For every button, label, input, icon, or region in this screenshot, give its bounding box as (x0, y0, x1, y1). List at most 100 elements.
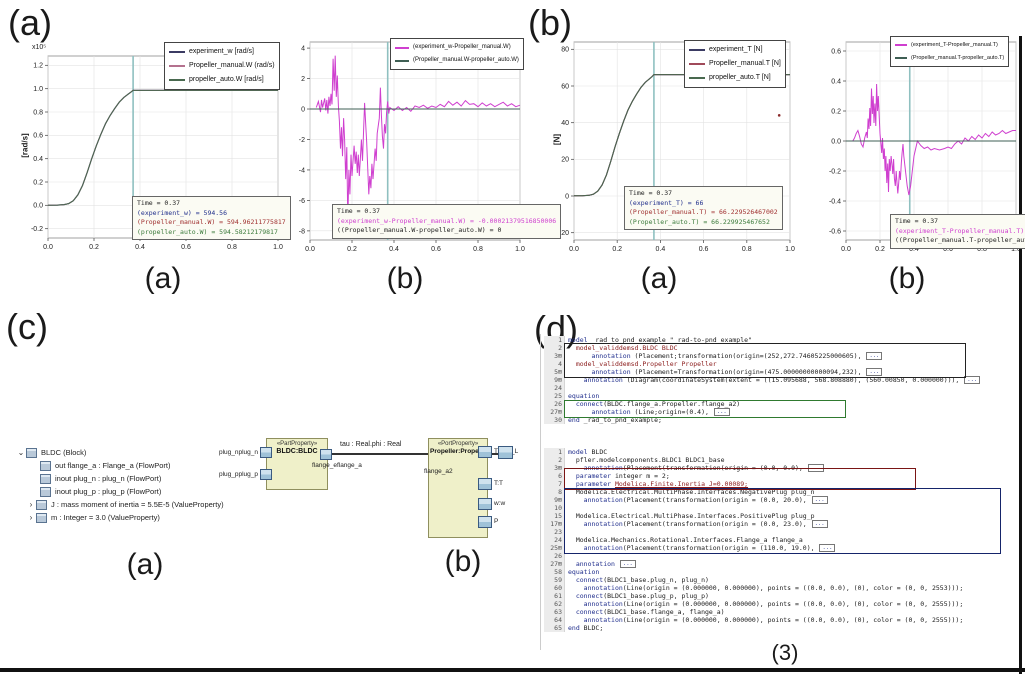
code-line: 6 parameter integer m = 2; (544, 472, 1025, 480)
line-number: 26 (544, 400, 565, 408)
chart-legend: (experiment_w-Propeller_manual.W) (Propel… (390, 38, 524, 70)
line-number: 17⊞ (544, 520, 565, 528)
code-line: 1 model _rad_to_pnd_example " rad-to-pnd … (544, 336, 1025, 344)
code-text: (BLDC.flange_a.Propeller.flange_a2) (603, 400, 741, 408)
property-icon (40, 473, 51, 484)
chart-legend: experiment_T [N] Propeller_manual.T [N] pr… (684, 40, 786, 88)
collapsed-annotation-chip: ... (807, 464, 824, 472)
legend-line-swatch (689, 77, 705, 79)
legend-label: Propeller_manual.T [N] (709, 60, 781, 67)
svg-text:0.0: 0.0 (33, 203, 43, 210)
code-line: 27⊞ annotation (Line;origin=(0.4), ... (544, 408, 1025, 416)
bldc-port-plug-n (260, 447, 272, 458)
code-line: 30 end _rad_to_pnd_example; (544, 416, 1025, 424)
block-icon (26, 447, 37, 458)
svg-text:1.0: 1.0 (33, 86, 43, 93)
code-text (568, 584, 584, 592)
code-line: 59 connect (BLDC1_base.plug_n, plug_n) (544, 576, 1025, 584)
code-text: parameter (575, 472, 612, 480)
collapsed-annotation-chip: ... (713, 408, 730, 416)
w-comparison-chart: 0.0 0.2 0.4 0.6 0.8 1.0 1.2 1.0 0.8 0.6 0.4 0.2 0.0 -… (14, 40, 291, 264)
svg-text:0.2: 0.2 (347, 246, 357, 253)
svg-text:0.6: 0.6 (431, 246, 441, 253)
code-line: 5⊞ annotation (Placement=Transformation(… (544, 368, 1025, 376)
code-line: 26 (544, 552, 1025, 560)
svg-text:40: 40 (561, 120, 569, 127)
svg-text:-0.4: -0.4 (829, 198, 841, 205)
svg-text:0.4: 0.4 (33, 156, 43, 163)
propeller-port-flange-a2 (498, 446, 513, 459)
code-text: (Placement(transformation(origin = (0.0,… (622, 520, 811, 528)
tree-item-label: m : Integer = 3.0 (ValueProperty) (51, 513, 160, 522)
legend-item: (Propeller_manual.W-propeller_auto.W) (395, 54, 519, 67)
legend-item: (Propeller_manual.T-propeller_auto.T) (895, 52, 1004, 65)
legend-line-swatch (395, 46, 409, 49)
code-text: connect (575, 608, 604, 616)
code-text (568, 600, 584, 608)
line-number: 63 (544, 608, 565, 616)
code-text: (BLDC1_base.plug_n, plug_n) (603, 576, 709, 584)
tree-item-label: inout plug_n : plug_n (FlowPort) (55, 474, 162, 483)
svg-text:0.6: 0.6 (943, 246, 953, 253)
model-tree: ⌄ BLDC (Block) out flange_a : Flange_a (Fl… (16, 446, 266, 524)
code-text: BLDC; (579, 624, 604, 632)
collapsed-annotation-chip: ... (619, 560, 636, 568)
code-text: annotation (583, 584, 623, 592)
code-text: (BLDC1_base.flange_a, flange_a) (603, 608, 725, 616)
svg-text:0.4: 0.4 (831, 78, 841, 85)
tooltip-line: (experiment_T) = 66 (629, 198, 704, 207)
code-text (568, 576, 576, 584)
code-line: 61 connect (BLDC1_base.plug_p, plug_p) (544, 592, 1025, 600)
code-text: Modelica.Finite.Inertia J=0.00089; (614, 480, 749, 488)
label-flange-a2: flange_a2 (424, 468, 453, 475)
line-number: 1 (544, 336, 565, 344)
line-number: 8 (544, 488, 565, 496)
code-text: (Line(origin = (0.000000, 0.000000), poi… (622, 600, 964, 608)
code-line: 17⊞ annotation (Placement(transformation(… (544, 520, 1025, 528)
svg-text:0.6: 0.6 (181, 244, 191, 251)
line-number: 27⊞ (544, 408, 565, 416)
svg-text:0: 0 (565, 193, 569, 200)
line-number: 25⊞ (544, 544, 565, 552)
code-text: Modelica.Mechanics.Rotational.Interfaces… (568, 536, 803, 544)
tooltip-line: (propeller_auto.W) = 594.58212179817 (137, 227, 278, 236)
code-line: 25⊞ annotation (Placement(transformation(… (544, 544, 1025, 552)
legend-item: (experiment_w-Propeller_manual.W) (395, 41, 519, 54)
bldc-block: «PartProperty» BLDC:BLDC (266, 438, 328, 490)
propeller-port-t (478, 478, 492, 490)
code-line: 63 connect (BLDC1_base.flange_a, flange_a… (544, 608, 1025, 616)
tree-item: inout plug_n : plug_n (FlowPort) (16, 472, 266, 485)
code-text (568, 376, 584, 384)
caption-top-left-b: (b) (386, 262, 424, 295)
line-number: 2 (544, 344, 565, 352)
legend-item: experiment_w [rad/s] (169, 45, 275, 59)
collapsed-annotation-chip: ... (811, 496, 828, 504)
svg-text:-4: -4 (299, 167, 305, 174)
code-text: pfler.modelcomponents.BLDC1 BLDC1_base (568, 456, 725, 464)
svg-text:0.0: 0.0 (831, 138, 841, 145)
line-number: 3⊞ (544, 352, 565, 360)
t-comparison-chart: 0.0 0.2 0.4 0.6 0.8 1.0 80 60 40 20 0 -20 [N] experim… (546, 30, 796, 266)
code-line: 7 parameter Modelica.Finite.Inertia J=0.… (544, 480, 1025, 488)
svg-text:0.2: 0.2 (612, 246, 622, 253)
propeller-port-tl (478, 446, 492, 458)
legend-item: propeller_auto.W [rad/s] (169, 73, 275, 87)
tooltip-line: (Propeller_manual.W) = 594.96211775817 (137, 218, 286, 226)
code-text: equation (568, 392, 600, 400)
code-text: (Diagram(coordinateSystem(extent = ((15.… (622, 376, 964, 384)
code-text: (Line(origin = (0.000000, 0.000000), poi… (622, 584, 964, 592)
caption-bottom-left-a: (a) (126, 548, 164, 581)
line-number: 25 (544, 392, 565, 400)
svg-text:1.2: 1.2 (33, 63, 43, 70)
y-axis-multiplier: x10⁵ (32, 44, 47, 51)
code-panel-edge (540, 334, 541, 650)
line-number: 4 (544, 360, 565, 368)
line-number: 9⊞ (544, 496, 565, 504)
code-text (568, 608, 576, 616)
code-line: 1 model BLDC (544, 448, 1025, 456)
code-text: annotation (591, 408, 631, 416)
code-line: 26 connect (BLDC.flange_a.Propeller.flang… (544, 400, 1025, 408)
svg-text:0.4: 0.4 (135, 244, 145, 251)
svg-text:0.6: 0.6 (831, 48, 841, 55)
